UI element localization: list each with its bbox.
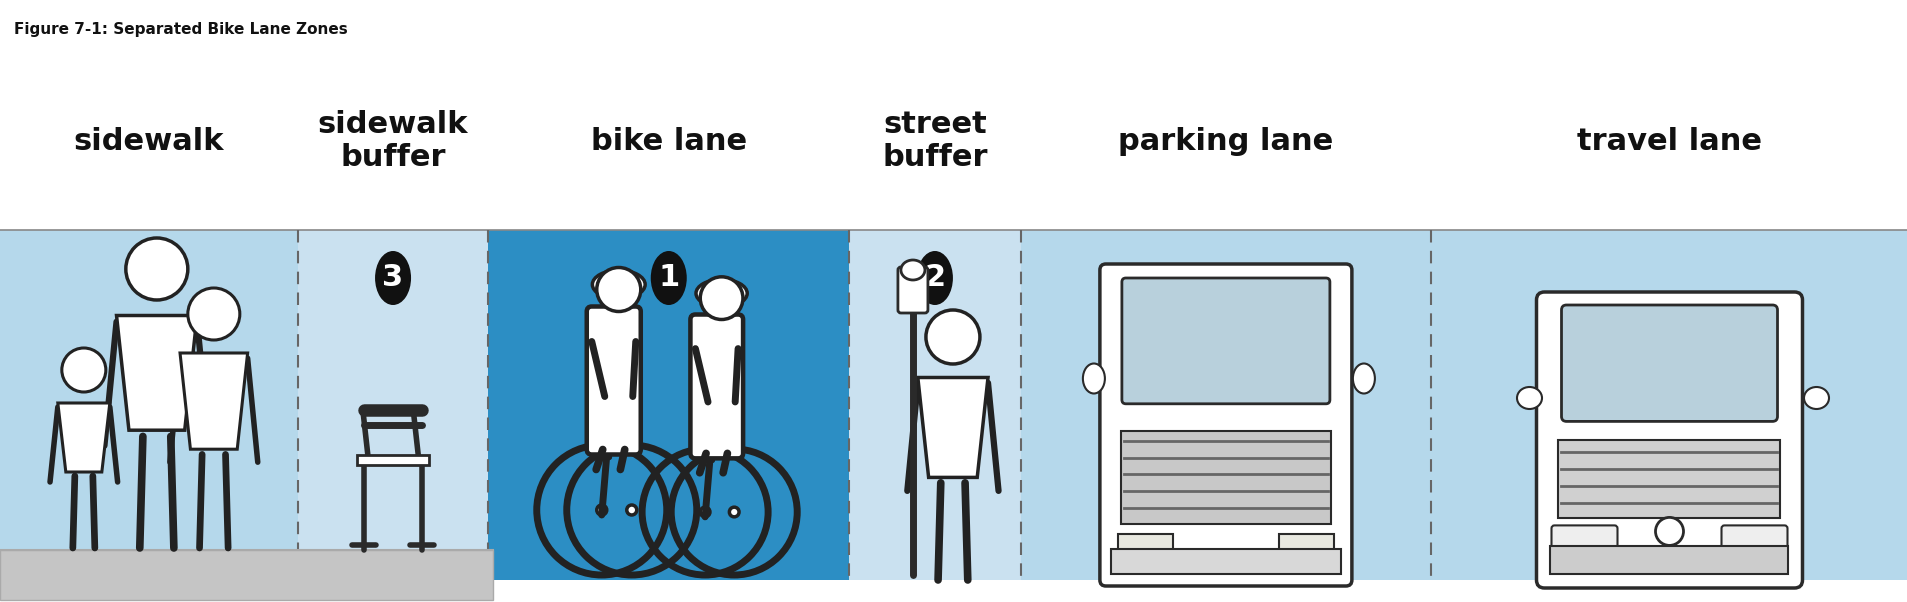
Circle shape [925, 310, 980, 364]
Ellipse shape [900, 260, 925, 280]
Circle shape [597, 267, 641, 311]
FancyBboxPatch shape [1535, 292, 1802, 588]
FancyBboxPatch shape [1560, 305, 1777, 421]
Bar [0, 230, 297, 580]
Text: sidewalk: sidewalk [74, 126, 223, 155]
Circle shape [728, 507, 738, 517]
Ellipse shape [1516, 387, 1541, 409]
Ellipse shape [1352, 364, 1375, 394]
Bar [1278, 534, 1333, 562]
Text: 1: 1 [658, 264, 679, 293]
Polygon shape [179, 353, 248, 449]
Text: Figure 7-1: Separated Bike Lane Zones: Figure 7-1: Separated Bike Lane Zones [13, 22, 347, 37]
Bar [1118, 534, 1173, 562]
Bar [297, 230, 488, 580]
Ellipse shape [650, 251, 687, 305]
Bar [1020, 230, 1430, 580]
FancyBboxPatch shape [898, 267, 927, 313]
Bar [1550, 547, 1787, 574]
Circle shape [625, 505, 637, 515]
Polygon shape [57, 403, 111, 472]
Text: 2: 2 [923, 264, 946, 293]
Circle shape [61, 348, 105, 392]
FancyBboxPatch shape [1098, 264, 1352, 586]
Text: street
buffer: street buffer [881, 110, 988, 172]
Circle shape [1655, 517, 1682, 545]
Bar [1430, 230, 1907, 580]
FancyBboxPatch shape [1550, 526, 1617, 556]
FancyBboxPatch shape [587, 306, 641, 455]
Text: bike lane: bike lane [591, 126, 746, 155]
Circle shape [187, 288, 240, 340]
Ellipse shape [1083, 364, 1104, 394]
Ellipse shape [376, 251, 410, 305]
Circle shape [126, 238, 187, 300]
Bar [1119, 431, 1331, 524]
Bar [488, 230, 849, 580]
Bar [849, 230, 1020, 580]
Bar [0, 550, 494, 600]
Circle shape [700, 507, 709, 517]
Ellipse shape [917, 251, 952, 305]
Ellipse shape [1802, 387, 1829, 409]
Polygon shape [917, 377, 988, 477]
Text: sidewalk
buffer: sidewalk buffer [318, 110, 467, 172]
Text: travel lane: travel lane [1577, 126, 1760, 155]
Bar [1110, 549, 1341, 574]
Circle shape [700, 277, 742, 320]
FancyBboxPatch shape [1121, 278, 1329, 404]
Bar [357, 455, 429, 465]
Bar [1558, 440, 1779, 518]
Text: 3: 3 [381, 264, 404, 293]
Circle shape [597, 505, 606, 515]
Ellipse shape [696, 279, 748, 307]
Text: parking lane: parking lane [1118, 126, 1333, 155]
Polygon shape [116, 315, 196, 430]
FancyBboxPatch shape [690, 314, 742, 458]
FancyBboxPatch shape [1720, 526, 1787, 556]
Ellipse shape [591, 270, 645, 299]
